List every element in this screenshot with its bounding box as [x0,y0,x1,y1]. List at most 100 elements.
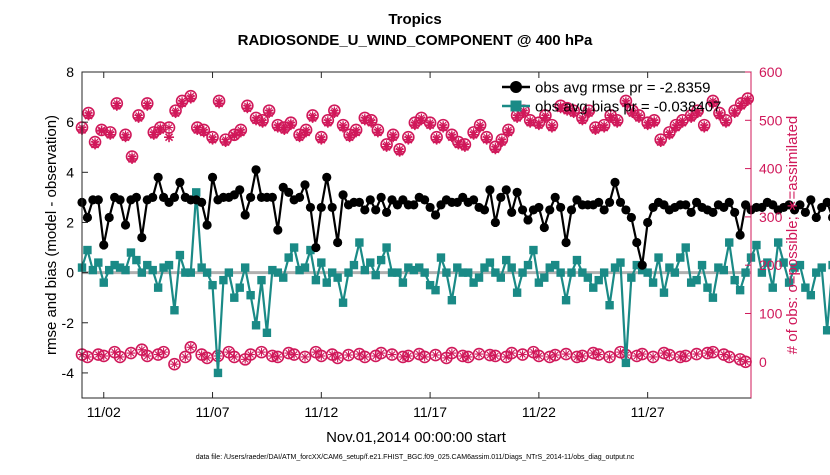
obs-assimilated-point [207,134,218,145]
obs-assimilated-stroke [143,101,152,110]
obs-possible-spoke [709,348,717,356]
bias-point [763,258,772,267]
rmse-point [594,197,604,207]
obs-possible-spoke [595,351,603,358]
obs-assimilated-point [220,137,231,148]
obs-assimilated-point [285,120,296,131]
rmse-point [131,192,141,202]
bias-point [714,263,723,272]
obs-possible-point [679,349,693,363]
bias-point [317,258,326,267]
rmse-point [294,192,305,202]
bias-point [822,326,830,335]
y-axis-label-right: # of obs: o=possible; ∗=assimilated [784,116,801,355]
y-tick-label-right: 300 [759,209,783,225]
obs-assimilated-point [322,117,333,128]
obs-possible-point [124,346,138,360]
obs-assimilated-point [170,108,181,119]
rmse-point [311,242,321,253]
obs-possible-spoke [551,351,559,359]
bias-point [159,263,168,272]
obs-assimilated-stroke [177,99,187,108]
bias-point [99,278,108,287]
obs-assimilated-stroke [730,108,739,118]
rmse-point [637,260,647,270]
obs-assimilated-stroke [214,99,224,108]
bias-point [599,268,609,277]
bias-point [213,368,223,378]
x-tick-label: 11/07 [196,404,230,420]
bias-point [284,253,293,262]
rmse-point [686,207,696,218]
obs-assimilated-stroke [634,113,644,122]
obs-possible-spoke [606,353,613,361]
obs-assimilated-stroke [373,128,382,137]
obs-assimilated-point [729,108,740,119]
rmse-point [610,177,620,187]
y-tick-label-left: -2 [62,315,75,331]
obs-assimilated-stroke [460,142,470,151]
bias-point [708,293,718,302]
obs-assimilated-stroke [186,94,195,103]
bias-point [567,268,576,277]
bias-point [83,245,92,255]
obs-possible-spoke [682,352,690,360]
obs-assimilated-point [142,100,153,111]
bias-point [594,275,603,285]
obs-assimilated-stroke [563,106,572,115]
obs-assimilated-point [612,117,623,128]
y-tick-label-right: 100 [759,305,783,321]
obs-assimilated-point [96,125,107,136]
bias-point [556,268,565,277]
rmse-point [566,205,577,215]
obs-assimilated-stroke [236,128,245,137]
obs-possible-spoke [693,350,700,358]
bias-point [616,258,625,267]
obs-assimilated-stroke [700,123,709,132]
obs-assimilated-stroke [265,108,274,118]
bias-point [322,278,331,287]
obs-possible-spoke [230,353,238,361]
obs-assimilated-stroke [208,135,217,144]
bias-point [632,260,641,270]
obs-possible-spoke [187,343,195,351]
rmse-point [338,190,348,200]
bias-point [643,268,652,277]
obs-possible-circle [646,350,660,364]
rmse-point [197,197,207,207]
obs-possible-spoke [312,348,320,356]
obs-assimilated-point [279,124,290,135]
obs-possible-spoke [127,349,135,357]
rmse-point [175,177,185,187]
obs-possible-point [418,350,431,364]
obs-assimilated-stroke [513,113,522,122]
bias-point [153,283,163,292]
obs-assimilated-stroke [404,135,413,144]
obs-assimilated-stroke [258,118,267,127]
bias-point [529,245,538,255]
obs-assimilated-point [409,120,420,131]
obs-possible-point [576,349,589,363]
obs-assimilated-stroke [112,101,121,110]
obs-possible-point [227,350,241,364]
rmse-point [207,172,218,182]
bias-point [485,258,495,267]
obs-assimilated-point [257,117,268,128]
obs-assimilated-stroke [127,154,137,164]
obs-assimilated-stroke [410,121,419,130]
bias-point [121,265,130,275]
rmse-point [795,200,805,210]
rmse-point [556,202,566,213]
bias-point [572,255,582,265]
obs-possible-point [157,345,170,359]
bias-point [757,268,767,277]
bias-point [88,265,98,275]
obs-assimilated-stroke [578,116,587,125]
footnote: data file: /Users/raeder/DAI/ATM_forcXX/… [196,454,635,461]
bias-point [344,268,353,277]
bias-point [583,273,593,282]
obs-possible-point [342,348,355,362]
bias-point [235,283,244,292]
obs-possible-spoke [649,353,657,361]
bias-point [735,285,745,295]
